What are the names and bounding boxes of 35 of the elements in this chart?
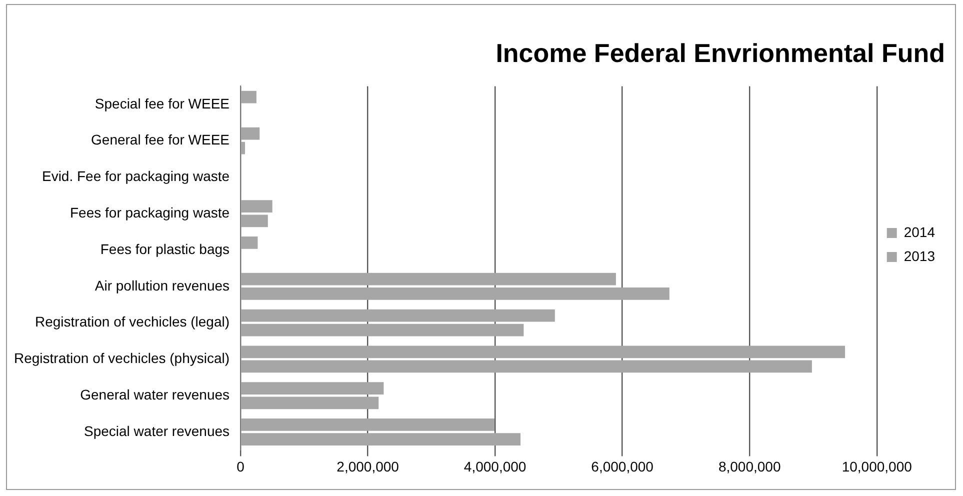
bar xyxy=(241,214,268,228)
y-tick-label: General fee for WEEE xyxy=(91,132,230,148)
y-tick-label: Special fee for WEEE xyxy=(94,95,230,112)
bar xyxy=(241,287,670,300)
y-tick-label: Fees for plastic bags xyxy=(100,240,230,257)
y-tick-label: General water revenues xyxy=(80,386,230,402)
legend-label: 2013 xyxy=(904,248,936,264)
bar xyxy=(241,90,256,104)
x-tick-label: 6,000,000 xyxy=(591,458,654,474)
y-tick-label: Special water revenues xyxy=(84,422,230,439)
y-tick-label: Fees for packaging waste xyxy=(70,204,230,220)
bar xyxy=(241,324,524,336)
bar xyxy=(241,127,260,140)
bar xyxy=(241,382,384,395)
bar xyxy=(241,309,555,322)
bar xyxy=(241,236,258,249)
x-tick-label: 2,000,000 xyxy=(336,458,400,474)
bar xyxy=(241,200,272,213)
bar xyxy=(241,142,245,154)
bar xyxy=(241,360,812,373)
y-tick-label: Registration of vechicles (legal) xyxy=(35,314,230,330)
y-tick-label: Air pollution revenues xyxy=(94,277,230,294)
bar xyxy=(241,346,846,358)
y-tick-label: Registration of vechicles (physical) xyxy=(14,350,230,366)
x-tick-label: 0 xyxy=(236,458,245,474)
bar xyxy=(241,396,379,410)
legend-label: 2014 xyxy=(904,224,936,240)
x-tick-label: 4,000,000 xyxy=(464,458,526,474)
y-tick-label: Evid. Fee for packaging waste xyxy=(42,168,230,184)
bar xyxy=(241,433,521,446)
x-tick-label: 10,000,000 xyxy=(842,458,912,474)
x-tick-label: 8,000,000 xyxy=(718,458,781,474)
chart-title: Income Federal Envrionmental Fund xyxy=(496,38,945,68)
bar xyxy=(241,418,494,431)
bar xyxy=(241,272,616,286)
